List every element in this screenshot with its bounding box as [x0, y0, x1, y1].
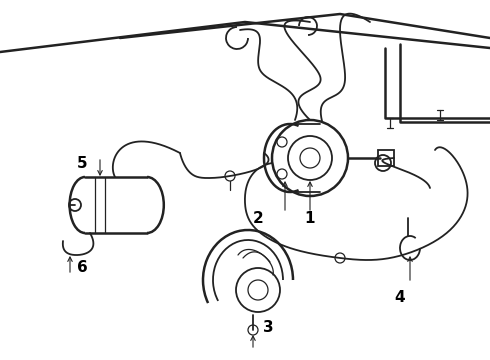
Text: 4: 4	[394, 291, 405, 306]
Text: 5: 5	[77, 156, 87, 171]
Text: 2: 2	[253, 211, 264, 225]
Text: 6: 6	[76, 261, 87, 275]
Bar	[378, 150, 394, 166]
Text: 1: 1	[305, 211, 315, 225]
Text: 3: 3	[263, 320, 273, 336]
